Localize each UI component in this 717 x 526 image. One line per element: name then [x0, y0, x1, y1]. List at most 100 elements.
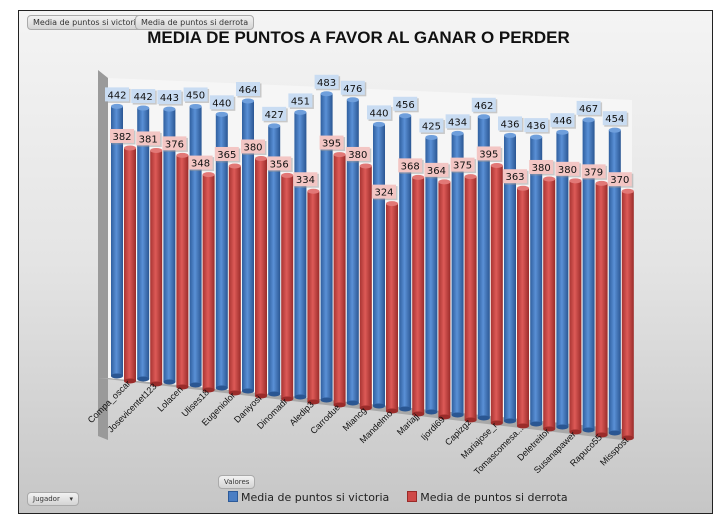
data-label-box — [398, 158, 423, 173]
bar-top — [556, 129, 569, 135]
bar-base — [359, 405, 372, 411]
data-label-box — [340, 80, 365, 95]
bar-top — [242, 98, 254, 104]
bar-base — [490, 420, 503, 426]
bar-base — [608, 430, 621, 436]
bar-victoria — [268, 125, 281, 395]
data-label-victoria: 436 — [527, 121, 546, 132]
bar-victoria — [137, 108, 150, 379]
bar-victoria — [608, 130, 621, 433]
data-label-victoria: 425 — [422, 121, 441, 132]
bar-derrota — [228, 165, 241, 393]
bar-victoria — [530, 137, 543, 424]
bar-top — [504, 132, 516, 138]
bar-victoria — [582, 119, 595, 431]
legend-item-victoria: Media de puntos si victoria — [228, 491, 389, 504]
bar-derrota — [333, 154, 346, 405]
legend-swatch-icon — [228, 491, 238, 502]
dropdown-arrow-icon: ▾ — [69, 495, 73, 503]
data-label-box — [345, 146, 370, 161]
bar-victoria — [399, 115, 412, 410]
bar-top — [530, 134, 543, 140]
data-label-box — [393, 96, 418, 111]
values-field-button[interactable]: Valores — [218, 475, 256, 489]
data-label-box — [555, 161, 580, 176]
bar-top — [359, 163, 372, 169]
data-label-box — [503, 169, 527, 184]
data-label-victoria: 483 — [317, 78, 336, 89]
axis-field-label: Jugador — [33, 495, 60, 503]
data-label-derrota: 348 — [191, 159, 210, 170]
bar-victoria — [425, 137, 438, 412]
bar-top — [215, 111, 228, 117]
data-label-victoria: 434 — [448, 117, 467, 128]
data-label-victoria: 456 — [396, 100, 415, 111]
bar-base — [569, 429, 582, 435]
bar-base — [255, 393, 267, 399]
bar-base — [504, 418, 516, 424]
legend-item-derrota: Media de puntos si derrota — [407, 491, 568, 504]
bar-derrota — [490, 165, 503, 423]
bar-victoria — [111, 106, 123, 376]
data-label-derrota: 380 — [558, 165, 577, 176]
bar-victoria — [373, 124, 385, 407]
data-label-victoria: 446 — [553, 116, 572, 127]
bar-base — [530, 421, 543, 427]
data-label-victoria: 450 — [186, 90, 205, 101]
bar-base — [464, 417, 477, 423]
bar-top — [595, 180, 608, 186]
bar-top — [111, 103, 123, 109]
data-label-victoria: 443 — [160, 93, 179, 104]
bar-top — [124, 145, 136, 151]
category-label: Aledip3 — [288, 399, 316, 427]
bar-derrota — [412, 177, 425, 414]
chart-title: MEDIA DE PUNTOS A FAVOR AL GANAR O PERDE… — [147, 28, 570, 47]
bar-top — [294, 109, 307, 115]
data-label-victoria: 451 — [291, 96, 310, 107]
bar-base — [281, 396, 294, 402]
bar-base — [307, 399, 320, 405]
data-label-victoria: 440 — [369, 108, 388, 119]
data-label-box — [372, 184, 396, 199]
bar-top — [202, 172, 215, 178]
legend-label: Media de puntos si derrota — [420, 491, 568, 504]
bar-derrota — [281, 175, 294, 399]
data-label-derrota: 364 — [427, 166, 446, 177]
bar-base — [582, 427, 595, 433]
data-label-derrota: 368 — [401, 161, 420, 172]
bar-base — [346, 400, 359, 406]
bar-top — [320, 91, 333, 97]
data-label-victoria: 462 — [474, 101, 493, 112]
bar-derrota — [517, 188, 529, 426]
bar-derrota — [255, 158, 267, 396]
bar-base — [621, 435, 634, 441]
data-label-derrota: 380 — [348, 150, 367, 161]
bar-derrota — [202, 174, 215, 390]
data-label-box — [476, 146, 501, 161]
bar-derrota — [569, 180, 582, 432]
axis-field-button[interactable]: Jugador ▾ — [27, 492, 79, 506]
series-field-button-derrota[interactable]: Media de puntos si derrota — [135, 15, 255, 30]
data-label-box — [424, 162, 449, 177]
bar-top — [438, 179, 451, 185]
data-label-victoria: 436 — [500, 119, 519, 130]
legend: Media de puntos si victoria Media de pun… — [228, 491, 568, 504]
bar-top — [399, 113, 412, 119]
bar-top — [150, 147, 163, 153]
bar-base — [373, 403, 385, 409]
bar-derrota — [176, 155, 189, 387]
data-label-victoria: 427 — [265, 110, 284, 121]
data-label-box — [445, 114, 470, 129]
bar-top — [543, 176, 556, 182]
bar-base — [202, 387, 215, 393]
bar-victoria — [215, 114, 228, 388]
bar-base — [425, 409, 438, 415]
bar-base — [124, 378, 136, 384]
bar-derrota — [543, 178, 556, 429]
bar-top — [255, 156, 267, 161]
data-label-derrota: 356 — [270, 159, 289, 170]
legend-label: Media de puntos si victoria — [241, 491, 390, 504]
bar-base — [386, 408, 398, 414]
bar-top — [425, 134, 438, 140]
data-label-victoria: 476 — [343, 84, 362, 95]
